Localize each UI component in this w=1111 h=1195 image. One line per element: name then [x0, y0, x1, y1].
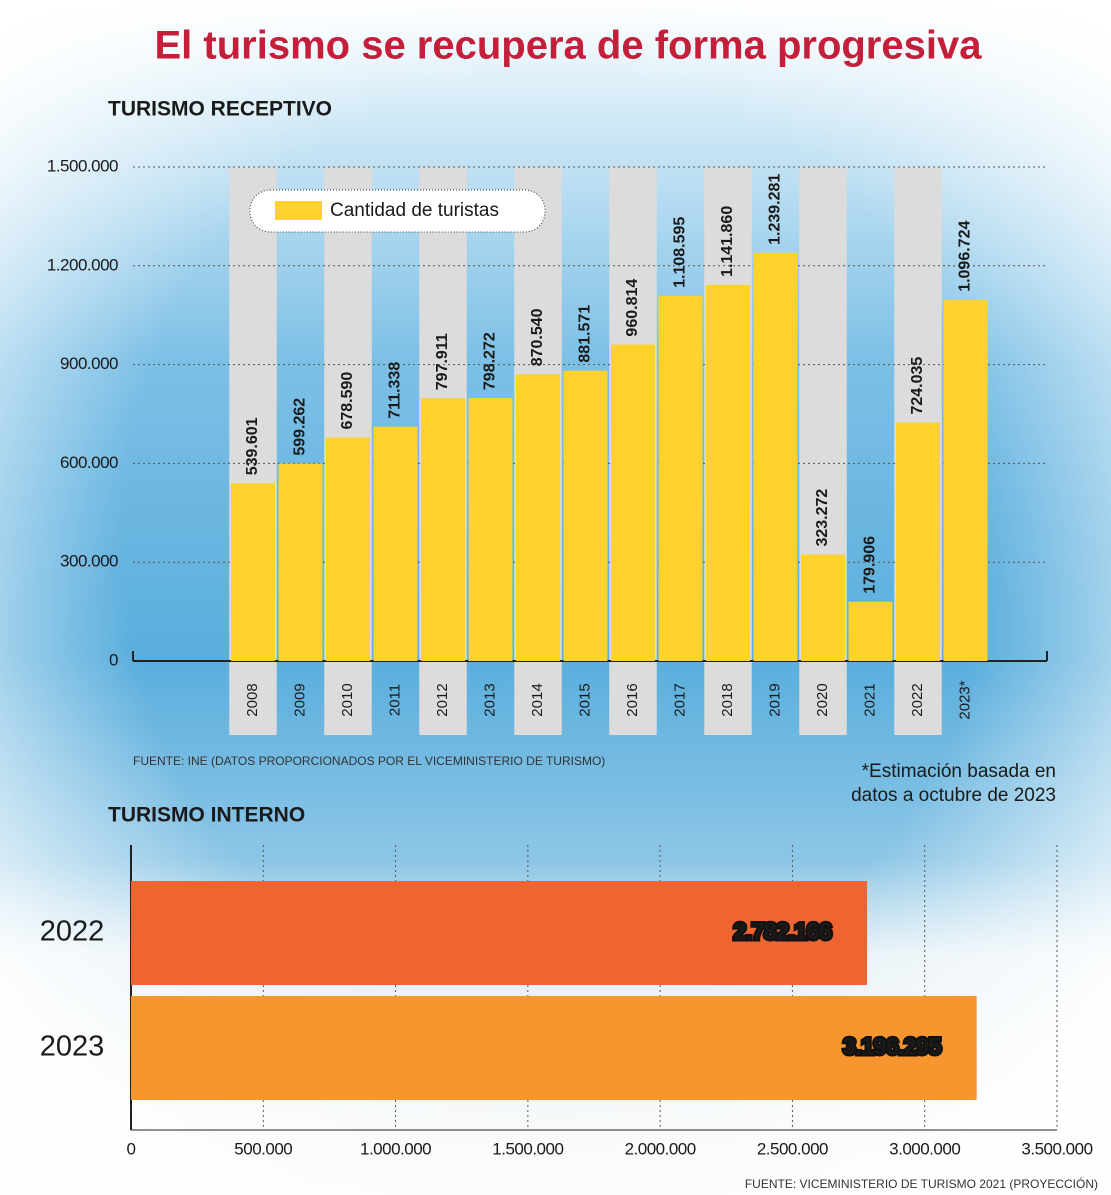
y-tick-label: 1.500.000 — [47, 156, 118, 175]
legend-box — [249, 189, 546, 233]
value-label: 1.239.281 — [767, 174, 784, 245]
x-tick-label: 2011 — [386, 684, 403, 716]
y-tick-label: 900.000 — [60, 354, 118, 373]
bar — [753, 252, 798, 661]
y-tick-label: 2022 — [40, 916, 105, 948]
x-tick-label: 2012 — [434, 683, 451, 716]
x-tick-label: 2015 — [576, 683, 593, 716]
legend-label: Cantidad de turistas — [330, 200, 499, 221]
source: FUENTE: VICEMINISTERIO DE TURISMO 2021 (… — [745, 1176, 1098, 1191]
bar — [848, 601, 893, 661]
x-tick-label: 2019 — [766, 683, 783, 716]
x-tick-label: 2023* — [956, 680, 973, 719]
bar — [706, 284, 750, 661]
value-label: 797.911 — [434, 333, 451, 390]
x-tick-label: 2.000.000 — [625, 1139, 696, 1158]
value-label: 711.338 — [387, 362, 404, 419]
bar — [131, 996, 977, 1100]
x-tick-label: 1.000.000 — [360, 1139, 431, 1158]
bar — [231, 483, 275, 661]
value-label: 1.108.595 — [672, 217, 689, 288]
x-tick-label: 2016 — [624, 683, 641, 716]
x-tick-label: 0 — [127, 1139, 136, 1158]
x-tick-label: 2008 — [244, 683, 261, 716]
y-tick-label: 0 — [109, 650, 118, 669]
x-tick-label: 2017 — [671, 683, 688, 716]
note: *Estimación basada en — [862, 761, 1056, 782]
bar — [421, 398, 465, 661]
x-tick-label: 3.500.000 — [1021, 1139, 1092, 1158]
note: datos a octubre de 2023 — [851, 785, 1056, 806]
bar — [563, 370, 608, 661]
value-label: 870.540 — [529, 308, 546, 366]
value-label: 724.035 — [909, 357, 926, 415]
bar — [896, 422, 940, 661]
value-label: 881.571 — [577, 305, 594, 363]
value-label: 3.196.295 — [843, 1033, 941, 1060]
x-tick-label: 2022 — [909, 683, 926, 716]
bar — [658, 295, 703, 661]
value-label: 1.141.860 — [719, 206, 736, 277]
x-tick-label: 2010 — [339, 683, 356, 716]
chart-title: TURISMO INTERNO — [108, 804, 305, 827]
x-tick-label: 500.000 — [234, 1139, 292, 1158]
x-tick-label: 2009 — [291, 683, 308, 716]
bar — [373, 426, 418, 661]
value-label: 323.272 — [814, 489, 831, 547]
legend-swatch — [275, 201, 322, 220]
bar — [801, 554, 845, 661]
x-tick-label: 2.500.000 — [757, 1139, 828, 1158]
page-title: El turismo se recupera de forma progresi… — [155, 24, 983, 68]
x-tick-label: 2020 — [814, 683, 831, 716]
bar — [468, 398, 513, 661]
value-label: 539.601 — [244, 417, 261, 475]
bar — [131, 881, 868, 985]
x-tick-label: 2018 — [719, 683, 736, 716]
y-tick-label: 300.000 — [60, 552, 118, 571]
value-label: 599.262 — [292, 398, 309, 456]
value-label: 179.906 — [862, 536, 879, 594]
value-label: 678.590 — [339, 372, 356, 430]
x-tick-label: 1.500.000 — [492, 1139, 563, 1158]
y-tick-label: 1.200.000 — [47, 255, 118, 274]
value-label: 960.814 — [624, 279, 641, 337]
bar — [278, 463, 323, 661]
source: FUENTE: INE (DATOS PROPORCIONADOS POR EL… — [133, 754, 605, 768]
value-label: 798.272 — [482, 332, 499, 390]
bar — [326, 437, 370, 661]
bar — [516, 374, 560, 661]
y-tick-label: 600.000 — [60, 453, 118, 472]
value-label: 2.782.166 — [733, 918, 831, 945]
x-tick-label: 2014 — [529, 683, 546, 716]
bar — [611, 344, 655, 661]
y-tick-label: 2023 — [40, 1031, 105, 1063]
bar — [943, 299, 988, 661]
value-label: 1.096.724 — [957, 221, 974, 292]
x-tick-label: 3.000.000 — [889, 1139, 960, 1158]
x-tick-label: 2013 — [481, 683, 498, 716]
x-tick-label: 2021 — [861, 683, 878, 716]
chart-title: TURISMO RECEPTIVO — [108, 98, 332, 121]
